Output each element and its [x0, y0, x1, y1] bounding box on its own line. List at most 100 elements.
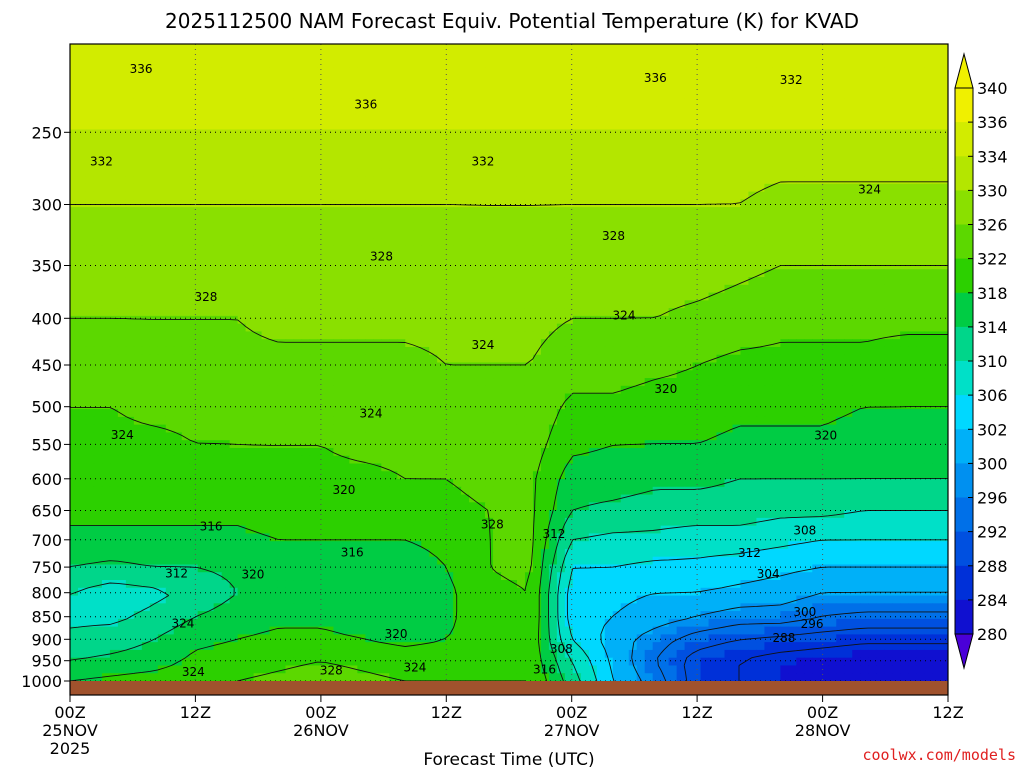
heatmap-cell: [540, 315, 550, 325]
heatmap-cell: [293, 222, 303, 232]
heatmap-cell: [804, 222, 813, 232]
heatmap-cell: [421, 238, 430, 247]
heatmap-cell: [764, 269, 773, 278]
heatmap-cell: [149, 121, 159, 131]
heatmap-cell: [516, 214, 526, 224]
heatmap-cell: [892, 144, 901, 154]
heatmap-cell: [660, 385, 670, 395]
heatmap-cell: [413, 269, 422, 278]
heatmap-cell: [820, 315, 829, 325]
heatmap-cell: [157, 269, 167, 278]
heatmap-cell: [165, 90, 175, 99]
heatmap-cell: [181, 339, 191, 348]
heatmap-cell: [397, 75, 406, 84]
heatmap-cell: [237, 152, 247, 162]
heatmap-cell: [245, 269, 255, 278]
heatmap-cell: [884, 75, 893, 84]
heatmap-cell: [109, 207, 119, 216]
heatmap-cell: [333, 323, 342, 333]
heatmap-cell: [844, 315, 853, 325]
heatmap-cell: [357, 98, 366, 107]
heatmap-cell: [540, 300, 550, 309]
heatmap-cell: [780, 168, 789, 177]
heatmap-cell: [756, 292, 766, 301]
heatmap-cell: [548, 176, 558, 185]
heatmap-cell: [477, 261, 486, 270]
heatmap-cell: [612, 129, 622, 138]
heatmap-cell: [349, 292, 358, 301]
heatmap-cell: [333, 378, 342, 387]
heatmap-cell: [748, 222, 758, 232]
heatmap-cell: [165, 160, 175, 169]
heatmap-cell: [620, 191, 630, 200]
heatmap-cell: [317, 82, 327, 92]
heatmap-cell: [604, 98, 614, 107]
heatmap-cell: [892, 269, 901, 278]
heatmap-cell: [612, 253, 622, 263]
heatmap-cell: [277, 331, 287, 340]
heatmap-cell: [740, 292, 750, 301]
heatmap-cell: [596, 300, 606, 309]
heatmap-cell: [644, 44, 654, 53]
heatmap-cell: [788, 199, 797, 208]
heatmap-cell: [516, 144, 526, 154]
heatmap-cell: [349, 346, 358, 356]
heatmap-cell: [437, 378, 446, 387]
heatmap-cell: [477, 144, 486, 154]
heatmap-cell: [445, 339, 454, 348]
heatmap-cell: [93, 253, 103, 263]
heatmap-cell: [644, 354, 654, 364]
heatmap-cell: [117, 284, 127, 294]
heatmap-cell: [253, 44, 263, 53]
heatmap-cell: [908, 277, 917, 286]
heatmap-cell: [133, 230, 143, 239]
heatmap-cell: [157, 292, 167, 301]
heatmap-cell: [716, 191, 726, 200]
heatmap-cell: [165, 137, 175, 146]
heatmap-cell: [141, 183, 151, 193]
heatmap-cell: [940, 308, 948, 317]
heatmap-cell: [197, 261, 207, 270]
heatmap-cell: [269, 385, 279, 395]
heatmap-cell: [612, 292, 622, 301]
heatmap-cell: [580, 284, 590, 294]
heatmap-cell: [157, 176, 167, 185]
heatmap-cell: [189, 354, 199, 364]
heatmap-cell: [125, 323, 135, 333]
heatmap-cell: [564, 168, 574, 177]
heatmap-cell: [620, 137, 630, 146]
heatmap-cell: [588, 144, 598, 154]
heatmap-cell: [293, 378, 303, 387]
heatmap-cell: [580, 292, 590, 301]
heatmap-cell: [133, 98, 143, 107]
heatmap-cell: [437, 90, 446, 99]
heatmap-cell: [820, 346, 829, 356]
heatmap-cell: [636, 152, 646, 162]
heatmap-cell: [716, 98, 726, 107]
heatmap-cell: [413, 51, 422, 61]
heatmap-cell: [429, 67, 438, 76]
heatmap-cell: [461, 230, 470, 239]
heatmap-cell: [85, 59, 95, 68]
heatmap-cell: [341, 121, 350, 131]
heatmap-cell: [477, 277, 486, 286]
heatmap-cell: [628, 261, 638, 270]
heatmap-cell: [620, 67, 630, 76]
heatmap-cell: [844, 253, 853, 263]
heatmap-cell: [580, 378, 590, 387]
heatmap-cell: [77, 106, 87, 115]
heatmap-cell: [421, 207, 430, 216]
heatmap-cell: [596, 222, 606, 232]
heatmap-cell: [325, 331, 334, 340]
heatmap-cell: [77, 222, 87, 232]
heatmap-cell: [221, 277, 231, 286]
heatmap-cell: [181, 245, 191, 255]
heatmap-cell: [133, 214, 143, 224]
heatmap-cell: [469, 67, 478, 76]
heatmap-cell: [317, 393, 327, 402]
heatmap-cell: [509, 113, 518, 123]
heatmap-cell: [780, 277, 789, 286]
heatmap-cell: [908, 137, 917, 146]
heatmap-cell: [684, 191, 694, 200]
heatmap-cell: [764, 261, 773, 270]
